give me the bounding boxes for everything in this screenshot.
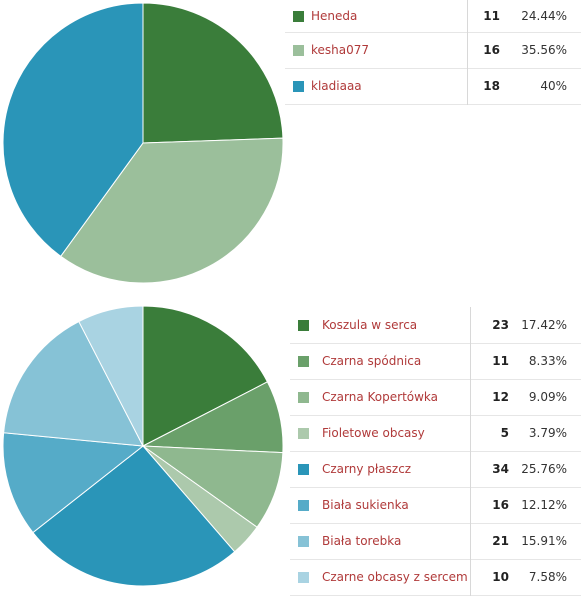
legend-table-1: Heneda 11 24.44% kesha077 16 35.56% kladiaaa 18… xyxy=(285,0,581,105)
legend-percentage: 25.76% xyxy=(521,462,567,476)
legend-swatch xyxy=(293,10,304,22)
legend-swatch xyxy=(298,356,309,367)
legend-swatch-cell xyxy=(290,559,322,595)
legend-label[interactable]: kladiaaa xyxy=(311,79,362,93)
legend-swatch-cell xyxy=(290,343,322,379)
legend-row[interactable]: Biała torebka 21 15.91% xyxy=(290,523,581,559)
legend-swatch-cell xyxy=(285,32,311,68)
pie-slice-czarne-obcasy-z-sercem[interactable] xyxy=(78,305,144,447)
pie-slice-bia-a-torebka[interactable] xyxy=(3,320,144,447)
legend-count: 12 xyxy=(470,379,517,415)
legend-row[interactable]: Biała sukienka 16 12.12% xyxy=(290,487,581,523)
legend-table-2: Koszula w serca 23 17.42% Czarna spódnica 11… xyxy=(290,307,581,596)
pie-slice-bia-a-sukienka[interactable] xyxy=(2,432,145,534)
legend-percentage: 9.09% xyxy=(528,390,567,404)
legend-swatch xyxy=(298,536,309,547)
legend-percentage: 35.56% xyxy=(521,43,567,57)
legend-percentage: 17.42% xyxy=(521,317,567,332)
legend-count: 18 xyxy=(467,68,508,104)
legend-label[interactable]: Czarny płaszcz xyxy=(322,462,412,476)
legend-row[interactable]: kesha077 16 35.56% xyxy=(285,32,581,68)
legend-swatch xyxy=(293,45,304,56)
legend-count: 16 xyxy=(467,32,508,68)
legend-percentage: 12.12% xyxy=(521,498,567,512)
legend-count: 23 xyxy=(470,307,517,343)
legend-swatch xyxy=(298,500,309,511)
legend-label[interactable]: Heneda xyxy=(311,8,358,23)
legend-percentage: 8.33% xyxy=(528,354,567,368)
pie-slice-czarna-kopert-wka[interactable] xyxy=(141,445,284,528)
pie-slice-kesha077[interactable] xyxy=(60,137,284,284)
legend-swatch xyxy=(298,428,309,439)
pie-chart-1-svg xyxy=(2,2,284,284)
legend-swatch-cell xyxy=(290,307,322,343)
legend-row[interactable]: Fioletowe obcasy 5 3.79% xyxy=(290,415,581,451)
pie-slice-czarny-p-aszcz[interactable] xyxy=(32,445,236,587)
legend-percentage: 7.58% xyxy=(528,570,567,584)
legend-count: 5 xyxy=(470,415,517,451)
pie-chart-1 xyxy=(0,0,290,290)
legend-label[interactable]: Czarna spódnica xyxy=(322,354,422,368)
legend-row[interactable]: Czarny płaszcz 34 25.76% xyxy=(290,451,581,487)
legend-label[interactable]: Biała sukienka xyxy=(322,498,409,512)
legend-label[interactable]: kesha077 xyxy=(311,43,370,57)
legend-swatch-cell xyxy=(290,379,322,415)
legend-swatch xyxy=(293,81,304,92)
legend-label[interactable]: Czarne obcasy z sercem xyxy=(322,570,468,584)
legend-label[interactable]: Koszula w serca xyxy=(322,317,418,332)
legend-row[interactable]: Koszula w serca 23 17.42% xyxy=(290,307,581,343)
legend-swatch-cell xyxy=(290,523,322,559)
pie-chart-2 xyxy=(0,302,290,594)
pie-slice-koszula-w-serca[interactable] xyxy=(142,305,269,447)
legend-swatch xyxy=(298,572,309,583)
legend-label[interactable]: Biała torebka xyxy=(322,534,402,548)
pie-chart-2-svg xyxy=(2,305,284,587)
legend-swatch-cell xyxy=(290,415,322,451)
legend-count: 16 xyxy=(470,487,517,523)
legend-percentage: 24.44% xyxy=(521,8,567,23)
legend-swatch-cell xyxy=(290,451,322,487)
legend-count: 21 xyxy=(470,523,517,559)
legend-percentage: 3.79% xyxy=(528,426,567,440)
legend-percentage: 15.91% xyxy=(521,534,567,548)
legend-row[interactable]: Czarne obcasy z sercem 10 7.58% xyxy=(290,559,581,595)
legend-swatch-cell xyxy=(285,68,311,104)
legend-count: 11 xyxy=(470,343,517,379)
legend-label[interactable]: Fioletowe obcasy xyxy=(322,426,425,440)
legend-row[interactable]: Czarna spódnica 11 8.33% xyxy=(290,343,581,379)
legend-label[interactable]: Czarna Kopertówka xyxy=(322,390,439,404)
legend-percentage: 40% xyxy=(540,79,567,93)
legend-swatch xyxy=(298,464,309,475)
pie-slice-heneda[interactable] xyxy=(142,2,284,144)
legend-swatch-cell xyxy=(290,487,322,523)
legend-count: 10 xyxy=(470,559,517,595)
legend-row[interactable]: Heneda 11 24.44% xyxy=(285,0,581,32)
legend-count: 11 xyxy=(467,0,508,32)
legend-row[interactable]: Czarna Kopertówka 12 9.09% xyxy=(290,379,581,415)
legend-swatch-cell xyxy=(285,0,311,32)
pie-slice-kladiaaa[interactable] xyxy=(2,2,144,257)
legend-swatch xyxy=(298,319,309,331)
legend-row[interactable]: kladiaaa 18 40% xyxy=(285,68,581,104)
legend-swatch xyxy=(298,392,309,403)
legend-count: 34 xyxy=(470,451,517,487)
